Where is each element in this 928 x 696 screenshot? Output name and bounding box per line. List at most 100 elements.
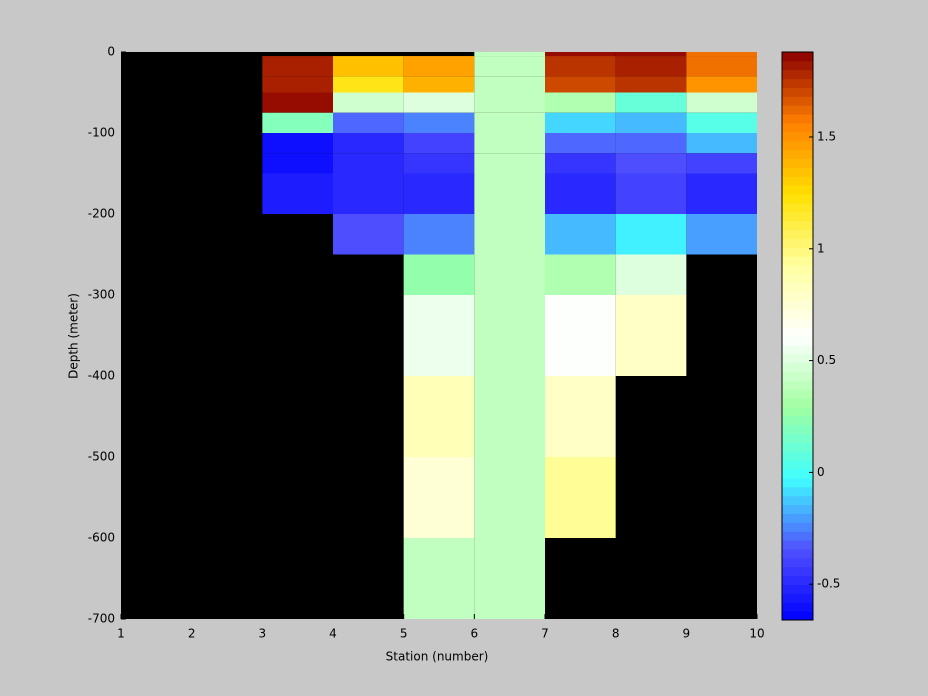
- colorbar-swatch: [782, 96, 813, 106]
- heatmap-cell: [262, 76, 333, 93]
- heatmap-cell: [545, 76, 616, 93]
- colorbar-swatch: [782, 229, 813, 239]
- colorbar-swatch: [782, 380, 813, 390]
- heatmap-cell: [545, 112, 616, 133]
- heatmap-cell: [403, 214, 475, 255]
- heatmap-cell: [474, 56, 545, 77]
- y-tick-label: -400: [88, 369, 115, 383]
- heatmap-cell: [615, 76, 687, 93]
- colorbar-swatch: [782, 460, 813, 470]
- heatmap-cell: [545, 56, 616, 77]
- heatmap-cell: [545, 376, 616, 457]
- colorbar-swatch: [782, 398, 813, 408]
- heatmap-cell: [403, 254, 475, 295]
- colorbar-tick-label: 1.5: [817, 129, 836, 143]
- colorbar-tick-label: 1: [817, 241, 825, 255]
- heatmap-cell: [474, 376, 545, 457]
- heatmap-cell: [333, 173, 404, 214]
- colorbar-swatch: [782, 557, 813, 568]
- heatmap-cell: [403, 153, 475, 174]
- colorbar-swatch: [782, 504, 813, 514]
- heatmap-cell: [615, 92, 687, 113]
- colorbar-swatch: [782, 87, 813, 97]
- colorbar-swatch: [782, 194, 813, 204]
- colorbar-swatch: [782, 415, 813, 426]
- heatmap-cell: [474, 92, 545, 113]
- colorbar-swatch: [782, 602, 813, 612]
- colorbar-swatch: [782, 60, 813, 71]
- colorbar-swatch: [782, 202, 813, 213]
- colorbar-swatch: [782, 52, 813, 62]
- x-tick-label: 5: [400, 627, 408, 641]
- colorbar-swatch: [782, 362, 813, 372]
- heatmap-cell: [403, 133, 475, 154]
- colorbar-swatch: [782, 327, 813, 337]
- heatmap-cell: [545, 92, 616, 113]
- y-tick-label: 0: [107, 45, 115, 59]
- colorbar-swatch: [782, 220, 813, 230]
- heatmap-cell: [403, 295, 475, 376]
- colorbar-swatch: [782, 256, 813, 266]
- heatmap-cell: [403, 173, 475, 214]
- y-tick-label: -300: [88, 288, 115, 302]
- colorbar-swatch: [782, 522, 813, 532]
- colorbar-swatch: [782, 353, 813, 364]
- colorbar-swatch: [782, 140, 813, 151]
- heatmap-cell: [474, 52, 545, 57]
- colorbar-swatch: [782, 114, 813, 124]
- colorbar-swatch: [782, 433, 813, 443]
- colorbar-swatch: [782, 291, 813, 301]
- x-tick-label: 8: [612, 627, 620, 641]
- colorbar-swatch: [782, 211, 813, 222]
- colorbar-swatch: [782, 593, 813, 603]
- y-axis-label: Depth (meter): [67, 293, 81, 379]
- heatmap-cell: [474, 538, 545, 619]
- heatmap-cell: [403, 92, 475, 113]
- heatmap-cell: [474, 76, 545, 93]
- heatmap-cell: [615, 254, 687, 295]
- colorbar-swatch: [782, 371, 813, 381]
- heatmap-cell: [474, 214, 545, 255]
- heatmap-cell: [686, 173, 757, 214]
- colorbar-swatch: [782, 282, 813, 293]
- x-tick-label: 2: [188, 627, 196, 641]
- heatmap-cell: [333, 214, 404, 255]
- heatmap-cell: [403, 76, 475, 93]
- heatmap-cell: [262, 92, 333, 113]
- heatmap-cell: [545, 133, 616, 154]
- x-tick-label: 3: [259, 627, 267, 641]
- heatmap-cell: [615, 214, 687, 255]
- heatmap-cell: [333, 153, 404, 174]
- y-tick-label: -500: [88, 450, 115, 464]
- colorbar-swatch: [782, 389, 813, 399]
- x-tick-label: 6: [471, 627, 479, 641]
- heatmap-cell: [474, 254, 545, 295]
- colorbar-frame: [781, 51, 814, 621]
- heatmap-cell: [474, 295, 545, 376]
- heatmap-cell: [686, 153, 757, 174]
- heatmap-cell: [545, 457, 616, 538]
- heatmap-cell: [403, 56, 475, 77]
- heatmap-cell: [686, 214, 757, 255]
- y-tick-label: -700: [88, 612, 115, 626]
- heatmap-cell: [686, 133, 757, 154]
- heatmap-cell: [615, 173, 687, 214]
- heatmap-cell: [545, 52, 616, 57]
- heatmap-cell: [686, 92, 757, 113]
- colorbar-swatch: [782, 531, 813, 541]
- colorbar-swatch: [782, 185, 813, 195]
- x-tick-label: 9: [683, 627, 691, 641]
- colorbar-swatch: [782, 336, 813, 346]
- colorbar-swatch: [782, 309, 813, 319]
- heatmap-cell: [686, 52, 757, 57]
- heatmap-cell: [686, 76, 757, 93]
- heatmap-cell: [262, 133, 333, 154]
- colorbar-swatch: [782, 575, 813, 585]
- colorbar-swatch: [782, 176, 813, 186]
- colorbar-swatch: [782, 247, 813, 257]
- heatmap-cell: [333, 56, 404, 77]
- heatmap-cell: [262, 112, 333, 133]
- heatmap-cell: [545, 214, 616, 255]
- colorbar-swatch: [782, 469, 813, 479]
